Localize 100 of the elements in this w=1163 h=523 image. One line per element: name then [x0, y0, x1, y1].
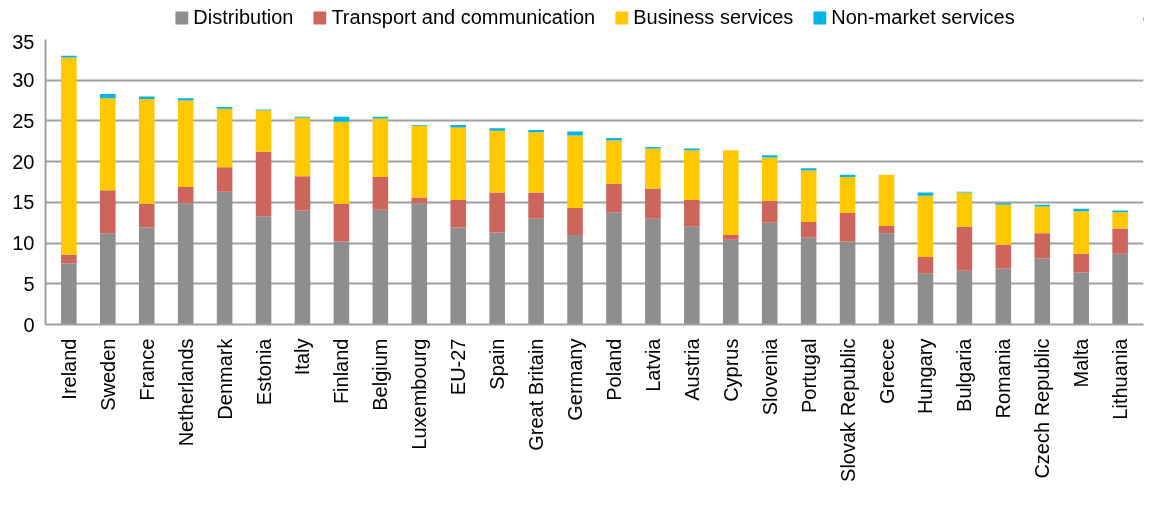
bar — [216, 167, 233, 192]
bar — [61, 57, 77, 255]
bar — [722, 150, 739, 235]
bar — [1112, 212, 1128, 229]
y-tick-label: 5 — [23, 272, 35, 295]
x-tick-label: Luxembourg — [408, 338, 431, 450]
bar — [645, 148, 661, 189]
bar — [645, 218, 661, 325]
bar — [489, 130, 505, 193]
bar — [839, 212, 856, 242]
bar — [1112, 253, 1128, 325]
bar — [684, 150, 700, 200]
bar — [489, 192, 505, 233]
bar — [372, 177, 389, 210]
y-tick-label: 25 — [12, 109, 35, 132]
bar — [956, 192, 973, 227]
bar — [177, 186, 194, 204]
bar — [1073, 253, 1089, 273]
x-tick-label: Malta — [1070, 337, 1093, 388]
bar — [450, 127, 467, 200]
bar — [1034, 233, 1051, 259]
x-tick-label: Bulgaria — [953, 337, 976, 412]
x-tick-label: Romania — [992, 337, 1015, 419]
bar — [177, 203, 194, 325]
bar — [800, 237, 817, 325]
y-tick-label: 0 — [23, 313, 35, 336]
bar — [839, 241, 856, 325]
bar — [61, 254, 77, 264]
bar — [956, 226, 973, 271]
legend-label: Business services — [633, 5, 794, 29]
bar — [917, 273, 934, 325]
bar — [917, 256, 934, 274]
bar — [761, 200, 778, 223]
bar — [722, 234, 739, 240]
bar — [528, 132, 544, 193]
bar — [100, 233, 116, 325]
bar — [1034, 258, 1051, 325]
bar — [100, 94, 116, 99]
x-tick-label: EU-27 — [447, 338, 470, 396]
bar — [1112, 228, 1128, 254]
x-tick-label: Ireland — [57, 338, 80, 400]
bar — [878, 225, 895, 234]
x-tick-label: Italy — [291, 338, 314, 376]
y-tick-label: 15 — [12, 191, 35, 214]
bar — [1034, 206, 1051, 234]
bar — [294, 117, 311, 177]
bar — [567, 234, 583, 325]
bar — [528, 218, 544, 325]
x-tick-label: Estonia — [252, 337, 275, 406]
x-tick-label: Lithuania — [1109, 337, 1132, 420]
bar — [255, 216, 272, 325]
bar — [333, 203, 350, 242]
bar — [995, 204, 1012, 245]
bar — [1073, 272, 1089, 325]
x-tick-label: Denmark — [213, 337, 236, 420]
bar — [450, 227, 467, 325]
bar — [411, 125, 428, 198]
bar — [489, 128, 505, 131]
bar — [567, 135, 583, 209]
bar — [100, 98, 116, 191]
y-tick-label: 20 — [12, 150, 35, 173]
bar — [684, 226, 700, 325]
bar — [800, 221, 817, 238]
bar — [138, 98, 155, 204]
bar — [878, 174, 895, 226]
bar — [411, 203, 428, 325]
bar — [761, 222, 778, 325]
bar — [684, 199, 700, 227]
x-tick-label: Belgium — [369, 338, 392, 411]
bar — [528, 192, 544, 219]
bar — [177, 100, 194, 187]
x-tick-label: Slovenia — [758, 337, 781, 416]
bar — [567, 131, 583, 136]
bar — [839, 177, 856, 213]
bar — [255, 110, 272, 152]
bar — [294, 176, 311, 211]
bar — [761, 157, 778, 201]
x-tick-label: Czech Republic — [1031, 338, 1054, 479]
x-tick-label: Poland — [602, 338, 625, 401]
bar — [567, 208, 583, 235]
bar — [1073, 211, 1089, 254]
bar — [372, 209, 389, 325]
y-tick-label: 35 — [12, 30, 35, 53]
x-tick-label: Hungary — [914, 338, 937, 415]
x-tick-label: Latvia — [641, 337, 664, 392]
bar — [450, 199, 467, 228]
legend-label: Non-market services — [831, 5, 1015, 29]
x-tick-label: Netherlands — [174, 338, 197, 447]
x-tick-label: Germany — [564, 338, 587, 421]
bar — [411, 197, 428, 204]
x-tick-label: Sweden — [96, 338, 119, 411]
bar — [606, 212, 622, 325]
bar — [917, 195, 934, 257]
bar — [878, 233, 895, 325]
bar — [333, 116, 350, 122]
x-tick-label: Slovak Republic — [836, 338, 859, 482]
legend-label: Distribution — [193, 5, 294, 29]
bar — [995, 244, 1012, 269]
x-tick-label: Spain — [486, 338, 509, 390]
bar — [761, 155, 778, 158]
